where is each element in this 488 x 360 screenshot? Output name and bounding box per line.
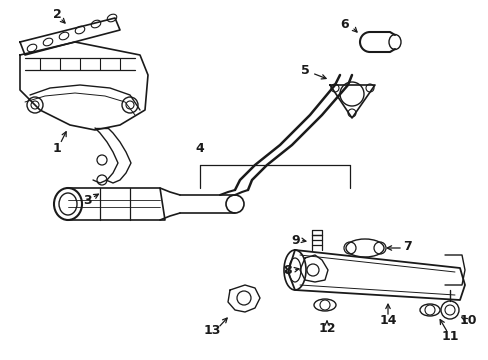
Text: 4: 4	[195, 141, 204, 154]
Text: 2: 2	[53, 9, 61, 22]
Text: 9: 9	[291, 234, 300, 247]
Text: 1: 1	[53, 141, 61, 154]
Text: 12: 12	[318, 321, 335, 334]
Text: 5: 5	[300, 63, 309, 77]
Text: 14: 14	[379, 314, 396, 327]
Text: 10: 10	[458, 314, 476, 327]
Text: 8: 8	[283, 264, 292, 276]
Text: 11: 11	[440, 329, 458, 342]
Text: 6: 6	[340, 18, 348, 31]
Text: 3: 3	[82, 194, 91, 207]
Text: 13: 13	[203, 324, 220, 337]
Text: 7: 7	[402, 240, 410, 253]
